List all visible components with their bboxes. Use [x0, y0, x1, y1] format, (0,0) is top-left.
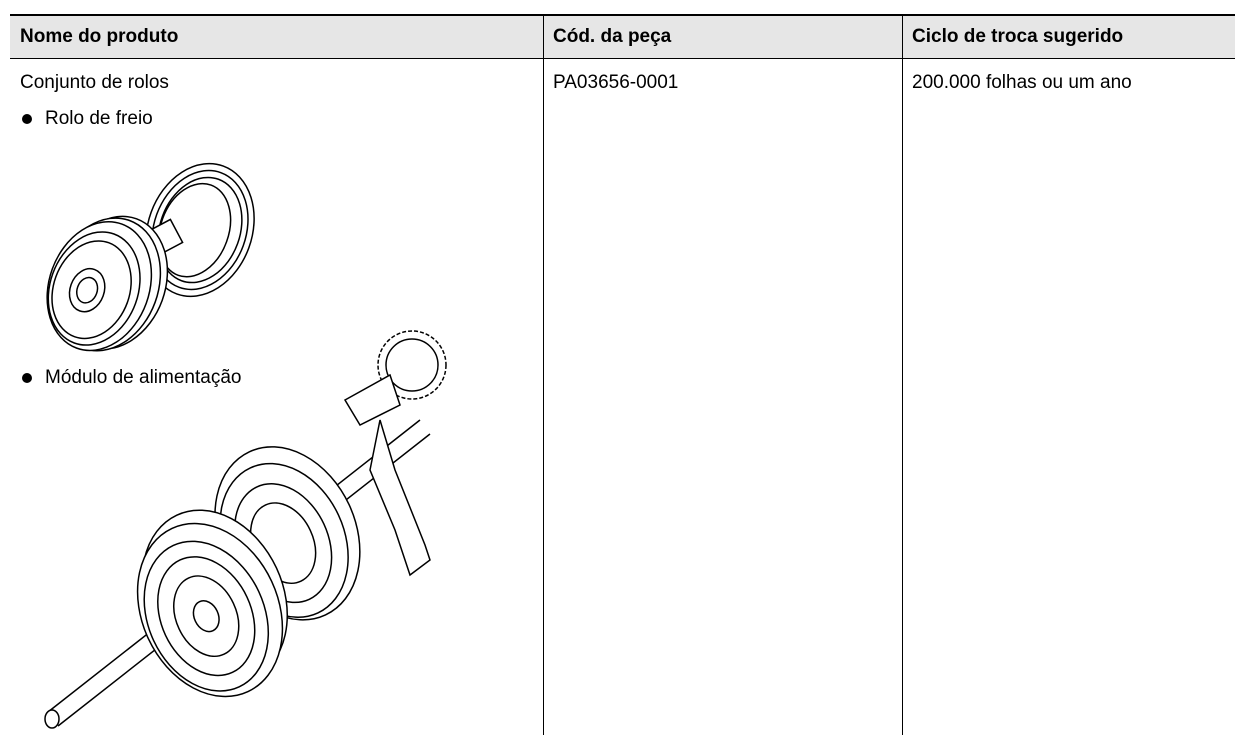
- header-cell: Ciclo de troca sugerido: [912, 26, 1124, 47]
- column-divider: [543, 16, 544, 735]
- column-divider: [902, 16, 903, 735]
- product-name: Conjunto de rolos: [20, 72, 169, 93]
- product-item: Rolo de freio: [45, 108, 153, 129]
- brake-roller-illustration: [46, 162, 255, 352]
- product-item: Módulo de alimentação: [45, 367, 242, 388]
- bullet: [22, 373, 32, 383]
- feed-module-illustration: [44, 330, 447, 729]
- bullet: [22, 114, 32, 124]
- replacement-cycle: 200.000 folhas ou um ano: [912, 72, 1132, 93]
- header-cell: Cód. da peça: [553, 26, 672, 47]
- part-code: PA03656-0001: [553, 72, 679, 93]
- header-cell: Nome do produto: [20, 26, 179, 47]
- table-header: [10, 14, 1235, 59]
